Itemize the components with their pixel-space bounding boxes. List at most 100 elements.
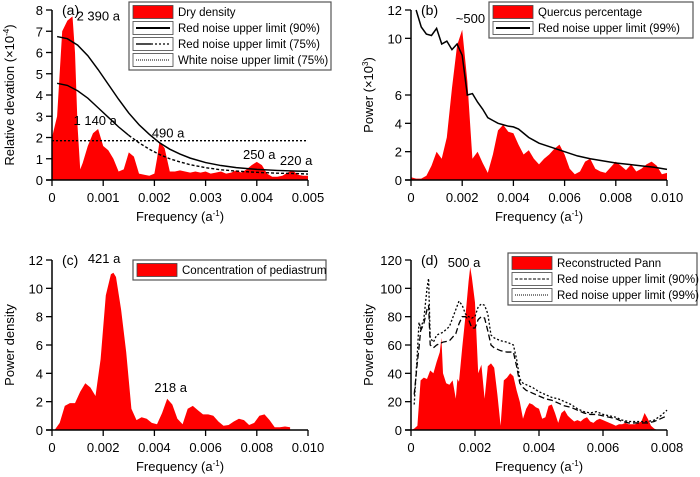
legend-label: Red noise upper limit (90%)	[557, 274, 699, 286]
y-axis-label-text: Power density	[2, 304, 17, 386]
legend-swatch-fill	[132, 5, 174, 19]
y-tick-label: 12	[388, 3, 402, 18]
x-tick-label: 0	[407, 440, 414, 455]
legend-label: Concentration of pediastrum	[182, 265, 326, 277]
y-tick-label: 0	[395, 423, 402, 438]
y-axis-label-close: )	[361, 57, 376, 61]
legend-swatch-fill	[511, 256, 553, 270]
series-b-1-line	[415, 9, 668, 171]
legend-d: Reconstructed Pann Red noise upper limit …	[507, 252, 699, 306]
y-tick-label: 0	[36, 173, 43, 188]
legend-swatch-fill	[492, 5, 534, 19]
y-tick-label: 4	[36, 88, 43, 103]
x-axis-label: Frequency (a-1)	[136, 209, 224, 224]
x-axis-label-text: Frequency (a	[495, 209, 572, 224]
y-tick-label: 12	[29, 253, 43, 268]
x-axis-label: Frequency (a-1)	[136, 459, 224, 474]
x-tick-label: 0.003	[189, 190, 222, 205]
legend-label: Red noise upper limit (99%)	[557, 290, 699, 302]
y-axis-label-text: Relative devation (×10	[2, 36, 17, 166]
x-axis-label-close: )	[220, 209, 224, 224]
x-axis-label-close: )	[579, 209, 583, 224]
y-tick-label: 1	[36, 152, 43, 167]
x-tick-label: 0.002	[459, 440, 492, 455]
x-tick-label: 0.010	[651, 190, 684, 205]
y-tick-label: 2	[36, 131, 43, 146]
x-tick-label: 0.006	[587, 440, 620, 455]
x-tick-label: 0	[407, 190, 414, 205]
x-axis-label-text: Frequency (a	[136, 209, 213, 224]
x-tick-label: 0.002	[446, 190, 479, 205]
y-tick-label: 100	[380, 281, 402, 296]
panel-b: 0 0.002 0.004 0.006 0.008 0.010 0 2 4 6 10 12 Freque…	[361, 1, 694, 224]
x-axis-label-close: )	[220, 459, 224, 474]
y-tick-label: 8	[36, 3, 43, 18]
panel-label: (a)	[62, 2, 79, 18]
x-tick-label: 0.005	[292, 190, 325, 205]
legend-box	[132, 259, 327, 281]
y-axis-label-sup: 3	[361, 61, 370, 66]
peak-annotation: 1 140 a	[74, 113, 118, 128]
series-d-0-area	[411, 267, 667, 430]
y-tick-label: 5	[36, 67, 43, 82]
y-axis-label: Relative devation (×10-4)	[2, 24, 17, 165]
x-axis-label-text: Frequency (a	[495, 459, 572, 474]
panel-a: 0 0.001 0.002 0.003 0.004 0.005 0 1 2 3 4 5 6 7 8 Frequ…	[2, 1, 332, 224]
series-b-0-area	[411, 29, 667, 180]
peak-annotation: ~500 a	[456, 11, 497, 26]
x-tick-label: 0.004	[138, 440, 171, 455]
y-axis-label: Power (×103)	[361, 57, 376, 133]
y-axis-label-text: Power (×10	[361, 66, 376, 133]
y-tick-label: 4	[395, 116, 402, 131]
y-tick-label: 3	[36, 109, 43, 124]
legend-label: Red noise upper limit (90%)	[178, 23, 320, 35]
peak-annotation: 220 a	[280, 153, 313, 168]
x-tick-label: 0.008	[241, 440, 274, 455]
y-axis-label-sup: -4	[2, 28, 11, 36]
legend-label: Reconstructed Pann	[557, 258, 661, 270]
x-tick-label: 0	[48, 190, 55, 205]
panel-label: (c)	[62, 252, 78, 268]
x-tick-label: 0.001	[87, 190, 120, 205]
x-axis-label-close: )	[579, 459, 583, 474]
x-axis-label-text: Frequency (a	[136, 459, 213, 474]
y-tick-label: 6	[36, 338, 43, 353]
x-axis-label-sup: -1	[213, 209, 221, 218]
y-tick-label: 4	[36, 366, 43, 381]
legend-a: Dry density Red noise upper limit (90%) Re…	[128, 1, 332, 71]
x-tick-label: 0.010	[292, 440, 325, 455]
x-tick-label: 0.004	[523, 440, 556, 455]
series-c-0-area	[54, 272, 291, 430]
x-tick-label: 0.002	[138, 190, 171, 205]
series-a-2-line-dashed	[128, 134, 309, 175]
legend-c: Concentration of pediastrum	[132, 259, 327, 281]
x-tick-label: 0.008	[600, 190, 633, 205]
panel-label: (d)	[421, 252, 438, 268]
x-tick-label: 0.006	[189, 440, 222, 455]
y-tick-label: 60	[388, 338, 402, 353]
series-d-1-line	[413, 305, 668, 424]
legend-label: Red noise upper limit (75%)	[178, 39, 320, 51]
peak-annotation: 490 a	[152, 126, 185, 141]
legend-label: White noise upper limit (75%)	[178, 55, 328, 67]
y-tick-label: 2	[395, 145, 402, 160]
panel-d: 0 0.002 0.004 0.006 0.008 0 20 40 60 80 100 120 Freq…	[361, 252, 699, 474]
x-tick-label: 0.006	[548, 190, 581, 205]
legend-label: Red noise upper limit (99%)	[538, 23, 680, 35]
y-tick-label: 10	[29, 281, 43, 296]
peak-annotation: 500 a	[448, 255, 481, 270]
y-tick-label: 10	[388, 31, 402, 46]
series-a-1-line	[56, 35, 309, 173]
peak-annotation: 218 a	[154, 380, 187, 395]
y-tick-label: 0	[36, 423, 43, 438]
y-tick-label: 2	[36, 395, 43, 410]
y-tick-label: 20	[388, 395, 402, 410]
legend-b: Quercus percentage Red noise upper limit …	[488, 1, 694, 39]
peak-annotation: 2 390 a	[77, 9, 121, 24]
y-tick-label: 6	[36, 46, 43, 61]
legend-swatch-frame	[511, 272, 553, 286]
x-axis-label-sup: -1	[572, 459, 580, 468]
x-tick-label: 0.004	[241, 190, 274, 205]
y-axis-label: Power density	[361, 304, 376, 386]
y-tick-label: 7	[36, 24, 43, 39]
